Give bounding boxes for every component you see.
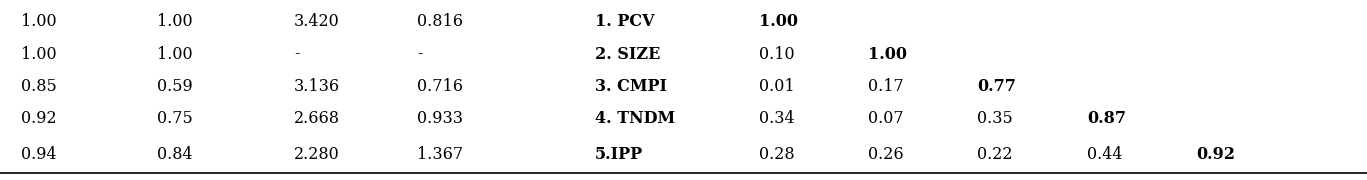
Text: 1.367: 1.367 xyxy=(417,146,463,163)
Text: 2.280: 2.280 xyxy=(294,146,339,163)
Text: 1.00: 1.00 xyxy=(868,46,908,62)
Text: 1. PCV: 1. PCV xyxy=(595,13,655,30)
Text: 2.668: 2.668 xyxy=(294,110,340,127)
Text: 0.94: 0.94 xyxy=(21,146,56,163)
Text: 0.92: 0.92 xyxy=(21,110,56,127)
Text: 0.716: 0.716 xyxy=(417,78,463,95)
Text: 0.10: 0.10 xyxy=(759,46,794,62)
Text: 0.07: 0.07 xyxy=(868,110,904,127)
Text: 3.420: 3.420 xyxy=(294,13,339,30)
Text: 1.00: 1.00 xyxy=(759,13,798,30)
Text: 3.136: 3.136 xyxy=(294,78,340,95)
Text: 0.26: 0.26 xyxy=(868,146,904,163)
Text: 0.28: 0.28 xyxy=(759,146,794,163)
Text: 4. TNDM: 4. TNDM xyxy=(595,110,675,127)
Text: 0.22: 0.22 xyxy=(977,146,1013,163)
Text: 0.85: 0.85 xyxy=(21,78,56,95)
Text: -: - xyxy=(417,46,422,62)
Text: 1.00: 1.00 xyxy=(157,46,193,62)
Text: 0.77: 0.77 xyxy=(977,78,1016,95)
Text: 0.933: 0.933 xyxy=(417,110,463,127)
Text: 0.59: 0.59 xyxy=(157,78,193,95)
Text: 3. CMPI: 3. CMPI xyxy=(595,78,667,95)
Text: 1.00: 1.00 xyxy=(21,46,56,62)
Text: -: - xyxy=(294,46,299,62)
Text: 1.00: 1.00 xyxy=(21,13,56,30)
Text: 0.75: 0.75 xyxy=(157,110,193,127)
Text: 0.34: 0.34 xyxy=(759,110,794,127)
Text: 5.IPP: 5.IPP xyxy=(595,146,642,163)
Text: 0.35: 0.35 xyxy=(977,110,1013,127)
Text: 0.92: 0.92 xyxy=(1196,146,1236,163)
Text: 0.01: 0.01 xyxy=(759,78,794,95)
Text: 0.87: 0.87 xyxy=(1087,110,1126,127)
Text: 0.84: 0.84 xyxy=(157,146,193,163)
Text: 0.17: 0.17 xyxy=(868,78,904,95)
Text: 1.00: 1.00 xyxy=(157,13,193,30)
Text: 2. SIZE: 2. SIZE xyxy=(595,46,660,62)
Text: 0.816: 0.816 xyxy=(417,13,463,30)
Text: 0.44: 0.44 xyxy=(1087,146,1122,163)
